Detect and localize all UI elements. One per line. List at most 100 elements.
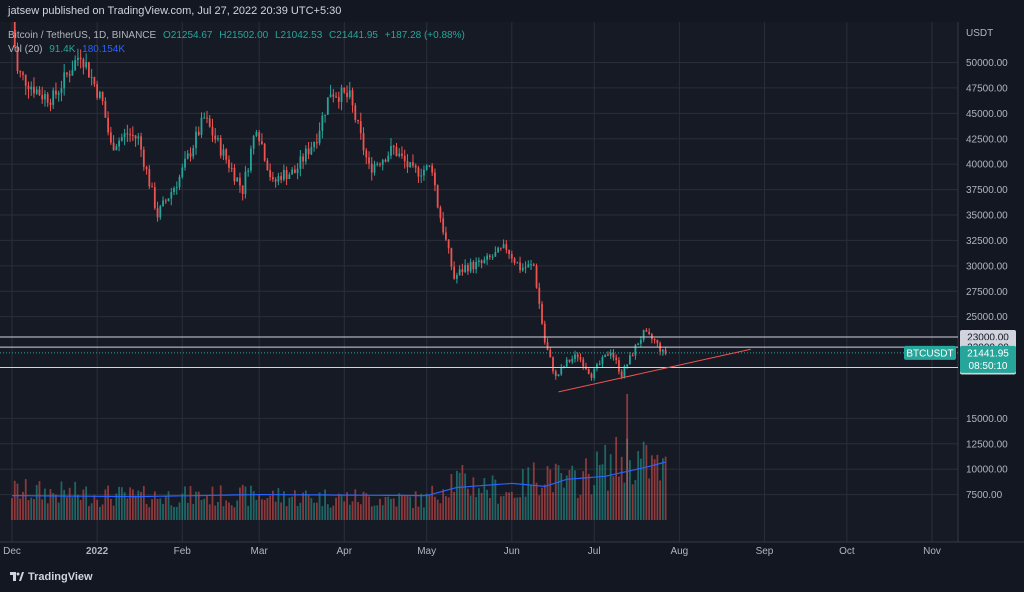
symbol-tag (904, 345, 956, 360)
volume-bar (178, 502, 181, 520)
volume-bar (645, 445, 648, 520)
volume-bar (568, 469, 571, 520)
volume-bar (170, 505, 173, 520)
volume-bar (513, 497, 516, 520)
volume-label: Vol (20) (8, 44, 43, 55)
volume-bar (206, 495, 208, 520)
volume-bar (66, 497, 68, 520)
candle-body (456, 275, 458, 279)
candle-body (494, 252, 497, 257)
candle-body (491, 256, 494, 258)
volume-value: 91.4K (49, 44, 76, 55)
x-tick-label: 2022 (86, 546, 109, 557)
volume-bar (324, 489, 326, 520)
volume-bar (505, 492, 508, 520)
volume-bar (601, 464, 604, 520)
volume-bar (450, 473, 453, 520)
volume-bar (521, 469, 524, 520)
volume-bar (288, 497, 291, 520)
candle-body (175, 187, 178, 189)
candle-body (428, 165, 431, 167)
volume-bar (55, 494, 57, 520)
candle-body (560, 367, 563, 375)
volume-bar (189, 485, 192, 520)
trendline (558, 348, 751, 393)
candle-body (24, 74, 27, 86)
candle-body (384, 159, 387, 162)
candle-body (148, 169, 151, 187)
candle-body (16, 46, 19, 72)
volume-bar (233, 507, 236, 520)
candle-body (49, 102, 52, 105)
candle-body (607, 354, 609, 356)
tradingview-brand[interactable]: TradingView (10, 571, 93, 583)
candle-body (392, 146, 395, 148)
volume-bar (453, 491, 456, 520)
candle-body (431, 165, 434, 173)
y-tick-label: 15000.00 (966, 414, 1008, 425)
volume-bar (203, 498, 206, 520)
volume-bar (107, 485, 110, 520)
volume-bar (120, 487, 123, 520)
volume-bar (175, 506, 178, 520)
candle-body (186, 153, 189, 159)
candle-body (200, 117, 203, 135)
candle-body (538, 287, 541, 304)
candle-body (310, 147, 313, 155)
volume-bar (406, 495, 409, 520)
volume-bar (634, 479, 637, 520)
candle-body (466, 264, 469, 272)
volume-bar (219, 485, 222, 520)
candle-body (142, 149, 145, 167)
volume-bar (574, 470, 576, 520)
candle-body (250, 148, 252, 171)
candle-body (574, 354, 576, 360)
candle-body (579, 357, 582, 360)
candle-body (596, 364, 598, 369)
y-tick-label: 35000.00 (966, 211, 1008, 222)
candle-body (96, 84, 99, 98)
candle-body (593, 368, 596, 378)
tradingview-logo-icon (10, 572, 24, 581)
volume-bar (434, 496, 436, 520)
candle-body (664, 349, 667, 354)
volume-bar (277, 488, 280, 520)
candle-body (524, 267, 527, 269)
candle-body (13, 22, 16, 47)
published-text: jatsew published on TradingView.com, Jul… (8, 5, 342, 17)
last-price-label: 21441.95 (967, 348, 1009, 359)
candle-body (82, 59, 85, 68)
volume-bar (131, 489, 134, 520)
volume-bar (230, 505, 233, 520)
candle-body (557, 374, 560, 377)
volume-bar (126, 498, 129, 520)
candle-body (552, 357, 554, 372)
volume-bar (57, 502, 60, 520)
volume-bar (403, 494, 406, 520)
volume-bar (579, 494, 582, 520)
candle-body (357, 119, 359, 122)
volume-bar (239, 487, 241, 520)
volume-bar (241, 484, 244, 520)
candle-body (159, 206, 162, 218)
volume-bar (263, 499, 266, 520)
volume-bar (401, 496, 403, 520)
candle-body (307, 148, 310, 155)
candle-body (156, 208, 159, 218)
candle-body (88, 62, 90, 78)
candle-body (362, 133, 365, 151)
volume-bar (16, 483, 19, 520)
volume-legend: Vol (20) 91.4K 180.154K (8, 44, 129, 55)
candle-body (340, 87, 343, 102)
volume-bar (456, 470, 458, 520)
volume-bar (315, 502, 318, 520)
volume-ma-line (12, 461, 666, 498)
chart-area[interactable] (0, 22, 958, 542)
y-tick-label: 37500.00 (966, 185, 1008, 196)
volume-bar (255, 499, 258, 520)
volume-bar (640, 458, 642, 520)
volume-bar (49, 489, 52, 520)
volume-bar (475, 497, 478, 520)
price-chart[interactable]: 50000.00 47500.00 45000.00 42500.00 40000.00… (0, 22, 1024, 565)
volume-bar (560, 472, 563, 520)
